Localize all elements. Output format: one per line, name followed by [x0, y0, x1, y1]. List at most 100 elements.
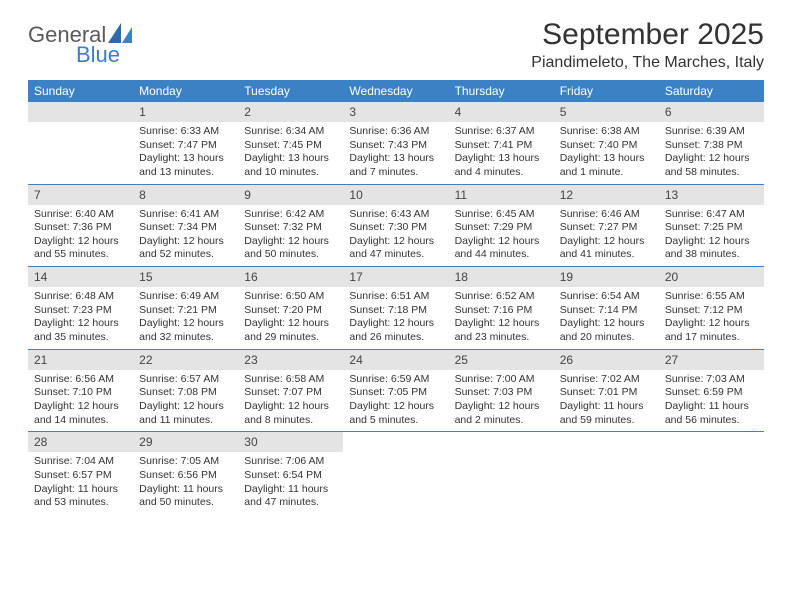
- day-number: 14: [28, 267, 133, 287]
- day-details: Sunrise: 6:37 AMSunset: 7:41 PMDaylight:…: [449, 122, 554, 184]
- sunrise-text: Sunrise: 6:47 AM: [665, 208, 758, 222]
- daylight-text: Daylight: 12 hours and 14 minutes.: [34, 400, 127, 427]
- day-cell: 18Sunrise: 6:52 AMSunset: 7:16 PMDayligh…: [449, 267, 554, 349]
- daylight-text: Daylight: 12 hours and 29 minutes.: [244, 317, 337, 344]
- daylight-text: Daylight: 12 hours and 35 minutes.: [34, 317, 127, 344]
- sunset-text: Sunset: 7:23 PM: [34, 304, 127, 318]
- month-title: September 2025: [531, 18, 764, 52]
- brand-logo: General Blue: [28, 22, 134, 68]
- day-number: 15: [133, 267, 238, 287]
- daylight-text: Daylight: 11 hours and 47 minutes.: [244, 483, 337, 510]
- day-details: Sunrise: 6:59 AMSunset: 7:05 PMDaylight:…: [343, 370, 448, 432]
- sunset-text: Sunset: 7:41 PM: [455, 139, 548, 153]
- daylight-text: Daylight: 13 hours and 7 minutes.: [349, 152, 442, 179]
- day-cell: 22Sunrise: 6:57 AMSunset: 7:08 PMDayligh…: [133, 350, 238, 432]
- daylight-text: Daylight: 12 hours and 17 minutes.: [665, 317, 758, 344]
- day-cell: 30Sunrise: 7:06 AMSunset: 6:54 PMDayligh…: [238, 432, 343, 514]
- day-cell: 26Sunrise: 7:02 AMSunset: 7:01 PMDayligh…: [554, 350, 659, 432]
- daylight-text: Daylight: 12 hours and 23 minutes.: [455, 317, 548, 344]
- day-cell: 11Sunrise: 6:45 AMSunset: 7:29 PMDayligh…: [449, 185, 554, 267]
- day-details: Sunrise: 6:47 AMSunset: 7:25 PMDaylight:…: [659, 205, 764, 267]
- daylight-text: Daylight: 12 hours and 55 minutes.: [34, 235, 127, 262]
- day-number: [449, 432, 554, 452]
- day-cell: 5Sunrise: 6:38 AMSunset: 7:40 PMDaylight…: [554, 102, 659, 184]
- week-row: 7Sunrise: 6:40 AMSunset: 7:36 PMDaylight…: [28, 185, 764, 268]
- day-number: 4: [449, 102, 554, 122]
- day-details: Sunrise: 6:58 AMSunset: 7:07 PMDaylight:…: [238, 370, 343, 432]
- day-details: Sunrise: 6:48 AMSunset: 7:23 PMDaylight:…: [28, 287, 133, 349]
- day-cell: 3Sunrise: 6:36 AMSunset: 7:43 PMDaylight…: [343, 102, 448, 184]
- sunrise-text: Sunrise: 7:05 AM: [139, 455, 232, 469]
- dow-monday: Monday: [133, 80, 238, 102]
- day-number: [554, 432, 659, 452]
- sunset-text: Sunset: 7:10 PM: [34, 386, 127, 400]
- day-details: Sunrise: 7:03 AMSunset: 6:59 PMDaylight:…: [659, 370, 764, 432]
- daylight-text: Daylight: 11 hours and 59 minutes.: [560, 400, 653, 427]
- daylight-text: Daylight: 12 hours and 32 minutes.: [139, 317, 232, 344]
- day-details: Sunrise: 6:50 AMSunset: 7:20 PMDaylight:…: [238, 287, 343, 349]
- day-details: Sunrise: 7:05 AMSunset: 6:56 PMDaylight:…: [133, 452, 238, 514]
- sunrise-text: Sunrise: 6:42 AM: [244, 208, 337, 222]
- dow-friday: Friday: [554, 80, 659, 102]
- day-number: [343, 432, 448, 452]
- day-number: 26: [554, 350, 659, 370]
- day-details: Sunrise: 6:43 AMSunset: 7:30 PMDaylight:…: [343, 205, 448, 267]
- sunset-text: Sunset: 7:16 PM: [455, 304, 548, 318]
- sunrise-text: Sunrise: 6:46 AM: [560, 208, 653, 222]
- day-cell: 7Sunrise: 6:40 AMSunset: 7:36 PMDaylight…: [28, 185, 133, 267]
- sunrise-text: Sunrise: 6:54 AM: [560, 290, 653, 304]
- day-cell: 6Sunrise: 6:39 AMSunset: 7:38 PMDaylight…: [659, 102, 764, 184]
- sunset-text: Sunset: 7:12 PM: [665, 304, 758, 318]
- sunset-text: Sunset: 7:40 PM: [560, 139, 653, 153]
- day-cell: 20Sunrise: 6:55 AMSunset: 7:12 PMDayligh…: [659, 267, 764, 349]
- day-details: Sunrise: 6:45 AMSunset: 7:29 PMDaylight:…: [449, 205, 554, 267]
- sunrise-text: Sunrise: 6:57 AM: [139, 373, 232, 387]
- day-number: 12: [554, 185, 659, 205]
- day-details: Sunrise: 6:56 AMSunset: 7:10 PMDaylight:…: [28, 370, 133, 432]
- day-number: 28: [28, 432, 133, 452]
- sunrise-text: Sunrise: 6:51 AM: [349, 290, 442, 304]
- sunset-text: Sunset: 6:56 PM: [139, 469, 232, 483]
- sunrise-text: Sunrise: 6:34 AM: [244, 125, 337, 139]
- day-cell: 9Sunrise: 6:42 AMSunset: 7:32 PMDaylight…: [238, 185, 343, 267]
- sunrise-text: Sunrise: 6:41 AM: [139, 208, 232, 222]
- sunrise-text: Sunrise: 6:33 AM: [139, 125, 232, 139]
- daylight-text: Daylight: 11 hours and 56 minutes.: [665, 400, 758, 427]
- day-number: 13: [659, 185, 764, 205]
- week-row: 14Sunrise: 6:48 AMSunset: 7:23 PMDayligh…: [28, 267, 764, 350]
- brand-text-blue: Blue: [76, 42, 120, 68]
- daylight-text: Daylight: 12 hours and 26 minutes.: [349, 317, 442, 344]
- day-details: Sunrise: 6:36 AMSunset: 7:43 PMDaylight:…: [343, 122, 448, 184]
- sunrise-text: Sunrise: 6:52 AM: [455, 290, 548, 304]
- sunrise-text: Sunrise: 6:48 AM: [34, 290, 127, 304]
- day-number: 9: [238, 185, 343, 205]
- sunset-text: Sunset: 7:34 PM: [139, 221, 232, 235]
- day-details: Sunrise: 6:33 AMSunset: 7:47 PMDaylight:…: [133, 122, 238, 184]
- sunset-text: Sunset: 7:36 PM: [34, 221, 127, 235]
- sunrise-text: Sunrise: 7:06 AM: [244, 455, 337, 469]
- day-number: 3: [343, 102, 448, 122]
- dow-saturday: Saturday: [659, 80, 764, 102]
- day-number: 23: [238, 350, 343, 370]
- day-details: Sunrise: 7:04 AMSunset: 6:57 PMDaylight:…: [28, 452, 133, 514]
- day-cell: 23Sunrise: 6:58 AMSunset: 7:07 PMDayligh…: [238, 350, 343, 432]
- daylight-text: Daylight: 13 hours and 13 minutes.: [139, 152, 232, 179]
- sunrise-text: Sunrise: 6:37 AM: [455, 125, 548, 139]
- daylight-text: Daylight: 13 hours and 4 minutes.: [455, 152, 548, 179]
- sunset-text: Sunset: 7:07 PM: [244, 386, 337, 400]
- week-row: 21Sunrise: 6:56 AMSunset: 7:10 PMDayligh…: [28, 350, 764, 433]
- daylight-text: Daylight: 12 hours and 41 minutes.: [560, 235, 653, 262]
- day-details: Sunrise: 7:02 AMSunset: 7:01 PMDaylight:…: [554, 370, 659, 432]
- day-number: 30: [238, 432, 343, 452]
- day-number: 21: [28, 350, 133, 370]
- day-cell: [28, 102, 133, 184]
- day-number: 29: [133, 432, 238, 452]
- sunset-text: Sunset: 7:43 PM: [349, 139, 442, 153]
- daylight-text: Daylight: 11 hours and 50 minutes.: [139, 483, 232, 510]
- day-cell: 19Sunrise: 6:54 AMSunset: 7:14 PMDayligh…: [554, 267, 659, 349]
- day-number: 16: [238, 267, 343, 287]
- day-cell: 10Sunrise: 6:43 AMSunset: 7:30 PMDayligh…: [343, 185, 448, 267]
- sunset-text: Sunset: 7:29 PM: [455, 221, 548, 235]
- day-number: 11: [449, 185, 554, 205]
- day-details: Sunrise: 6:52 AMSunset: 7:16 PMDaylight:…: [449, 287, 554, 349]
